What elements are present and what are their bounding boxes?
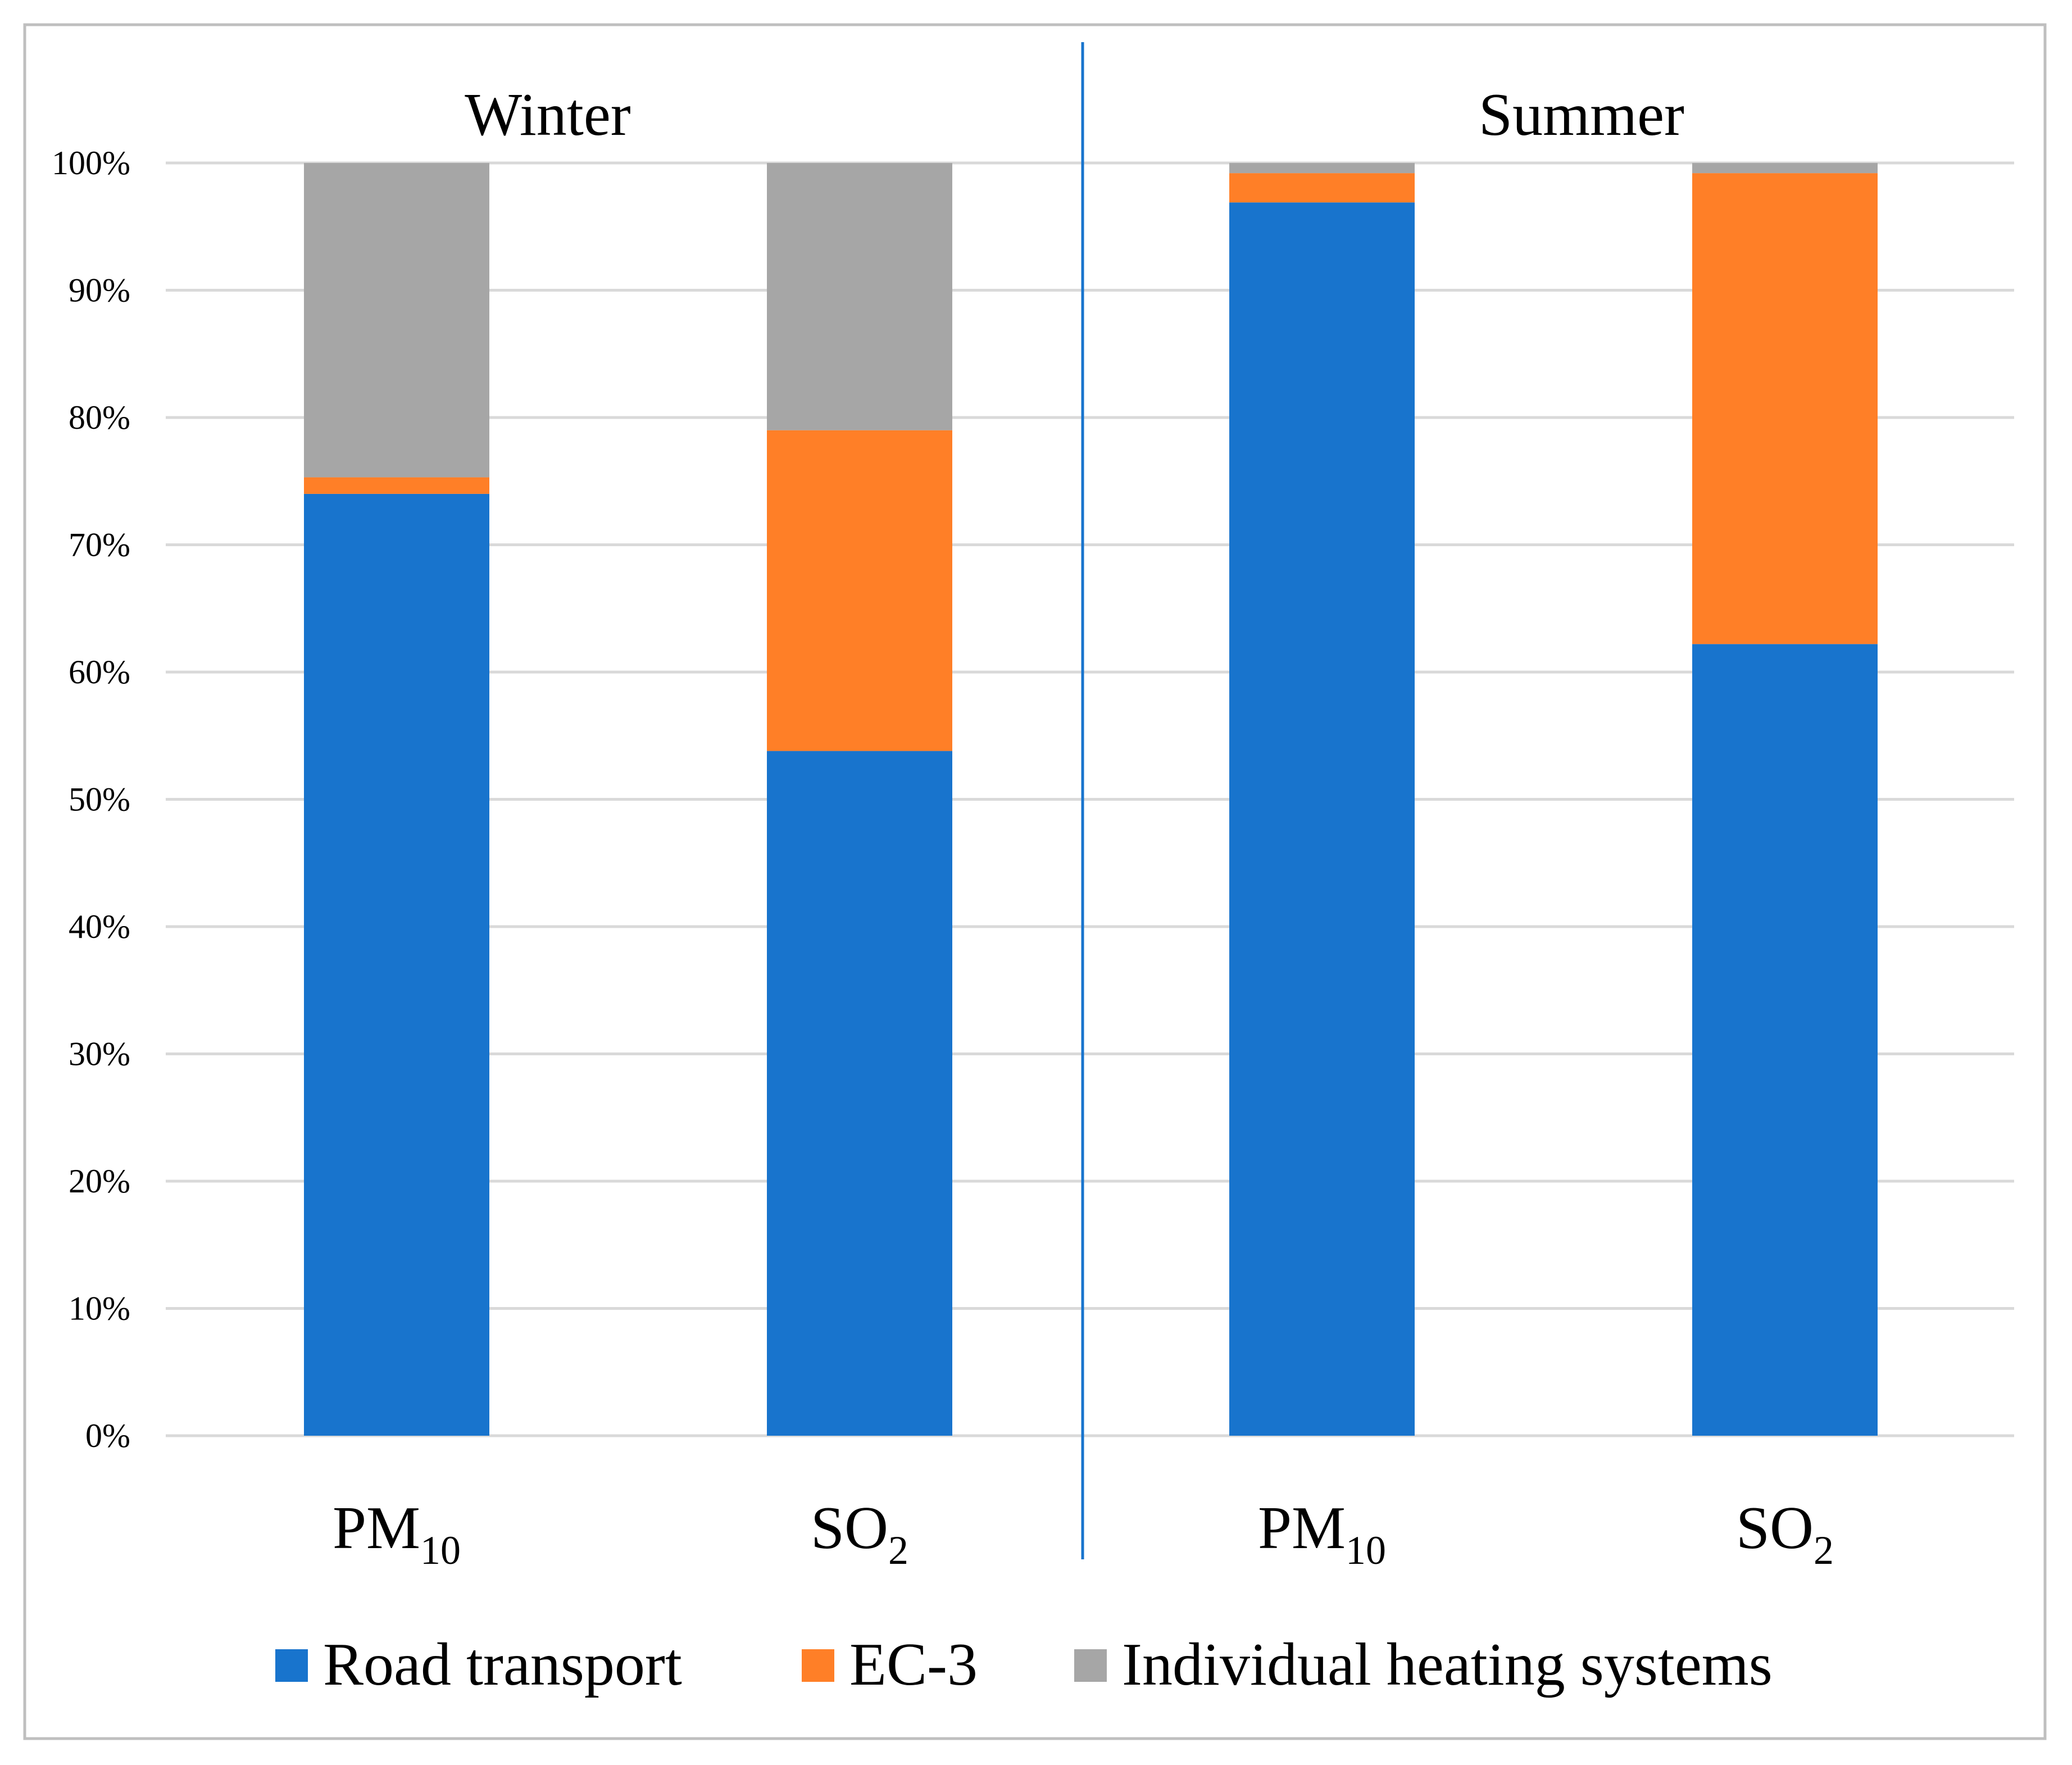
bars [304,163,1878,1436]
y-tick-label: 50% [69,781,130,818]
legend-swatch [275,1649,308,1682]
legend-label: Road transport [323,1631,682,1698]
category-name: SO [1736,1495,1814,1562]
bar-segment-individual-heating-systems [304,163,489,478]
category-name: PM [1258,1495,1346,1562]
category-subscript: 2 [888,1528,908,1573]
panel-titles: Winter Summer [465,81,1684,148]
category-name: SO [811,1495,888,1562]
panel-title: Winter [465,81,631,148]
category-subscript: 2 [1814,1528,1834,1573]
y-tick-label: 10% [69,1290,130,1327]
y-tick-label: 80% [69,399,130,436]
bar-segment-road-transport [1229,202,1415,1436]
x-axis-category-labels: PM10 SO2 PM10 SO2 [333,1495,1834,1573]
bar-segment-ec-3 [304,477,489,494]
bar-segment-ec-3 [1229,173,1415,203]
category-subscript: 10 [1346,1528,1386,1573]
legend-label: EC-3 [849,1631,978,1698]
panel-title: Summer [1479,81,1684,148]
y-tick-label: 0% [85,1417,130,1454]
bar-segment-individual-heating-systems [767,163,952,430]
y-tick-label: 60% [69,654,130,691]
x-category-label: PM10 [1258,1495,1386,1573]
y-tick-label: 100% [52,144,130,182]
x-category-label: SO2 [811,1495,908,1573]
bar-segment-road-transport [304,493,489,1436]
y-tick-label: 40% [69,908,130,945]
bar-segment-individual-heating-systems [1692,163,1878,174]
legend-label: Individual heating systems [1122,1631,1773,1698]
y-tick-label: 70% [69,527,130,564]
category-name: PM [333,1495,420,1562]
bar-segment-road-transport [767,751,952,1436]
x-category-label: SO2 [1736,1495,1834,1573]
legend: Road transport EC-3 Individual heating sys… [275,1631,1773,1698]
bar-segment-ec-3 [1692,173,1878,645]
y-tick-label: 20% [69,1163,130,1200]
bar-segment-road-transport [1692,644,1878,1436]
x-category-label: PM10 [333,1495,461,1573]
legend-swatch [802,1649,834,1682]
y-axis-tick-labels: 0% 10% 20% 30% 40% 50% 60% 70% 80% 90% 100% [52,144,130,1454]
y-tick-label: 90% [69,272,130,309]
y-tick-label: 30% [69,1036,130,1073]
legend-swatch [1074,1649,1107,1682]
bar-segment-ec-3 [767,430,952,751]
bar-segment-individual-heating-systems [1229,163,1415,174]
category-subscript: 10 [420,1528,461,1573]
